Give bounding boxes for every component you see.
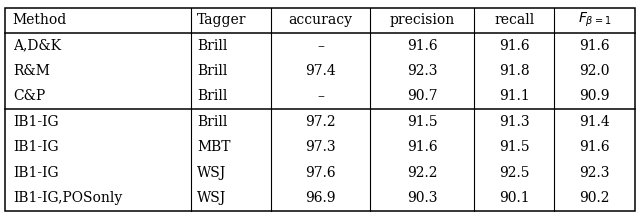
Text: 92.3: 92.3 <box>407 64 437 78</box>
Text: 97.2: 97.2 <box>305 115 336 129</box>
Text: 92.5: 92.5 <box>499 165 529 179</box>
Text: 92.2: 92.2 <box>407 165 437 179</box>
Text: 91.5: 91.5 <box>499 140 529 154</box>
Text: 97.4: 97.4 <box>305 64 336 78</box>
Text: Brill: Brill <box>197 89 227 103</box>
Text: Brill: Brill <box>197 115 227 129</box>
Text: 90.3: 90.3 <box>407 191 437 205</box>
Text: R&M: R&M <box>13 64 50 78</box>
Text: Brill: Brill <box>197 64 227 78</box>
Text: 91.6: 91.6 <box>499 39 529 53</box>
Text: MBT: MBT <box>197 140 230 154</box>
Text: 91.8: 91.8 <box>499 64 529 78</box>
Text: WSJ: WSJ <box>197 191 227 205</box>
Text: C&P: C&P <box>13 89 45 103</box>
Text: $F_{\beta=1}$: $F_{\beta=1}$ <box>578 11 611 29</box>
Text: 91.5: 91.5 <box>406 115 437 129</box>
Text: 91.6: 91.6 <box>579 140 610 154</box>
Text: IB1-IG: IB1-IG <box>13 165 58 179</box>
Text: 96.9: 96.9 <box>305 191 336 205</box>
Text: 97.3: 97.3 <box>305 140 336 154</box>
Text: 91.1: 91.1 <box>499 89 529 103</box>
Text: 91.4: 91.4 <box>579 115 610 129</box>
Text: 91.6: 91.6 <box>406 140 437 154</box>
Text: 90.2: 90.2 <box>579 191 610 205</box>
Text: A,D&K: A,D&K <box>13 39 61 53</box>
Text: 90.9: 90.9 <box>579 89 610 103</box>
Text: 92.3: 92.3 <box>579 165 610 179</box>
Text: 90.1: 90.1 <box>499 191 529 205</box>
Text: IB1-IG,POSonly: IB1-IG,POSonly <box>13 191 122 205</box>
Text: accuracy: accuracy <box>289 13 353 27</box>
Text: recall: recall <box>494 13 534 27</box>
Text: –: – <box>317 39 324 53</box>
Text: precision: precision <box>389 13 454 27</box>
Text: 97.6: 97.6 <box>305 165 336 179</box>
Text: Brill: Brill <box>197 39 227 53</box>
Text: 91.6: 91.6 <box>579 39 610 53</box>
Text: 91.6: 91.6 <box>406 39 437 53</box>
Text: WSJ: WSJ <box>197 165 227 179</box>
Text: 91.3: 91.3 <box>499 115 529 129</box>
Text: –: – <box>317 89 324 103</box>
Text: Method: Method <box>13 13 67 27</box>
Text: IB1-IG: IB1-IG <box>13 140 58 154</box>
Text: 92.0: 92.0 <box>579 64 610 78</box>
Text: Tagger: Tagger <box>197 13 246 27</box>
Text: IB1-IG: IB1-IG <box>13 115 58 129</box>
Text: 90.7: 90.7 <box>406 89 437 103</box>
